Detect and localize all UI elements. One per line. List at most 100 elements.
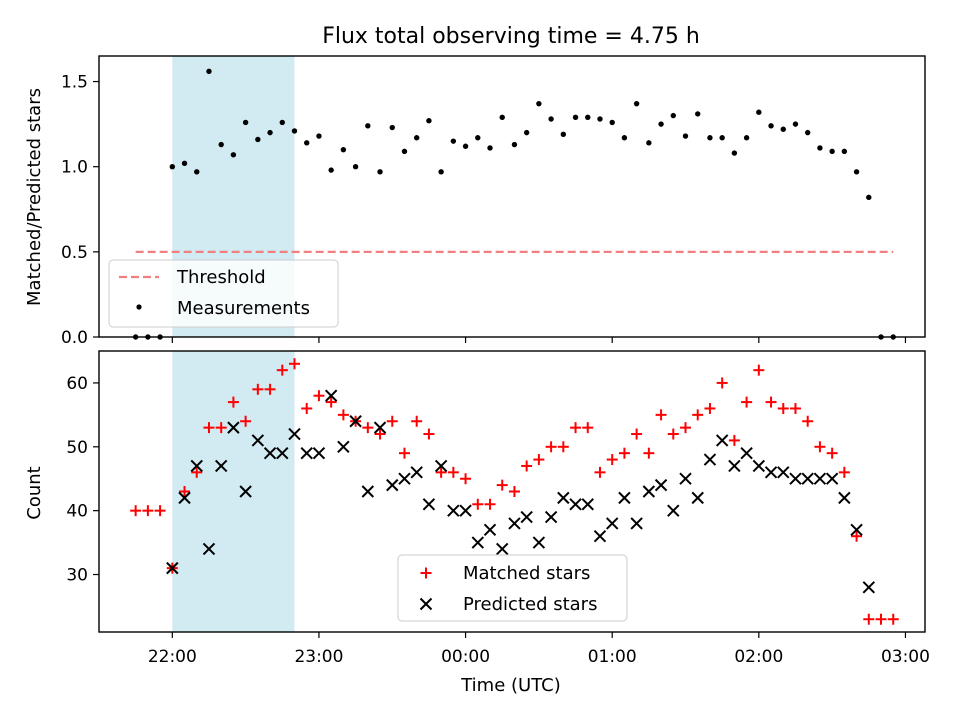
measurement-point xyxy=(731,150,738,156)
predicted-star-point xyxy=(569,498,582,511)
matched-star-point xyxy=(875,613,887,625)
predicted-star-point-b xyxy=(752,459,766,473)
x-tick-label: 22:00 xyxy=(148,647,197,667)
predicted-star-point xyxy=(667,504,680,517)
measurement-point xyxy=(328,167,334,173)
legend-measurements-label: Measurements xyxy=(177,298,310,319)
predicted-star-point-b xyxy=(214,459,228,473)
predicted-star-point xyxy=(764,466,778,479)
predicted-star-point xyxy=(825,472,839,485)
x-tick-label: 02:00 xyxy=(734,647,783,667)
predicted-star-point xyxy=(166,561,179,575)
matched-star-point xyxy=(680,422,692,434)
predicted-star-point xyxy=(679,472,692,485)
predicted-star-point-b xyxy=(190,459,203,473)
matched-star-point xyxy=(325,396,337,408)
predicted-star-point-b xyxy=(777,466,790,479)
matched-star-point xyxy=(435,466,447,478)
measurement-point xyxy=(267,129,273,136)
measurement-point xyxy=(817,145,823,151)
matched-star-point xyxy=(447,466,459,478)
predicted-star-point xyxy=(605,517,619,530)
predicted-star-point-b xyxy=(654,478,668,492)
measurement-point xyxy=(597,116,603,122)
matched-star-point xyxy=(301,402,313,414)
predicted-star-point-b xyxy=(459,504,472,517)
x-tick-label: 03:00 xyxy=(881,647,930,667)
predicted-star-point-b xyxy=(740,446,753,460)
matched-star-point xyxy=(582,422,594,434)
predicted-star-point-b xyxy=(520,510,533,524)
measurement-point xyxy=(377,169,383,175)
matched-star-point xyxy=(728,434,740,446)
predicted-star-point xyxy=(227,421,240,434)
chart-title: Flux total observing time = 4.75 h xyxy=(322,24,700,49)
measurement-point xyxy=(572,114,579,121)
legend-threshold-label: Threshold xyxy=(176,267,266,288)
predicted-star-point xyxy=(593,529,607,543)
predicted-star-point xyxy=(630,517,643,530)
bottom-y-tick-label: 40 xyxy=(66,502,88,522)
measurement-point xyxy=(670,112,676,119)
legend-matched-label: Matched stars xyxy=(463,563,590,584)
matched-star-point xyxy=(631,428,643,440)
predicted-star-point xyxy=(239,485,252,498)
matched-star-point xyxy=(179,486,191,497)
measurement-point xyxy=(658,121,664,127)
measurements-layer xyxy=(132,68,896,340)
predicted-star-point xyxy=(251,434,265,447)
predicted-star-point-b xyxy=(605,517,619,530)
matched-star-point xyxy=(777,402,789,414)
predicted-star-point xyxy=(654,478,668,492)
matched-star-point xyxy=(655,409,667,421)
predicted-star-point xyxy=(496,542,509,556)
predicted-star-point-b xyxy=(557,491,570,505)
predicted-star-point xyxy=(434,459,448,473)
measurement-point xyxy=(609,119,615,126)
matched-star-point xyxy=(557,441,569,453)
predicted-star-point-b xyxy=(373,421,387,434)
predicted-star-point-b xyxy=(850,523,863,537)
matched-star-point xyxy=(716,377,728,389)
predicted-star-point xyxy=(337,440,350,454)
measurement-point xyxy=(413,135,420,141)
measurement-point xyxy=(316,133,322,139)
measurement-point xyxy=(340,146,347,153)
measurement-point xyxy=(242,119,249,126)
measurement-point xyxy=(682,133,689,139)
predicted-star-point-b xyxy=(728,459,741,473)
bottom-legend: Matched stars Predicted stars xyxy=(397,554,628,622)
measurement-point xyxy=(743,135,750,141)
predicted-star-point-b xyxy=(642,485,656,498)
measurement-point xyxy=(401,148,408,155)
measurement-point xyxy=(279,119,285,126)
predicted-star-point-b xyxy=(410,466,423,479)
matched-star-point xyxy=(423,428,435,440)
predicted-star-point xyxy=(483,523,497,537)
matched-star-point xyxy=(264,383,276,395)
predicted-star-point-b xyxy=(312,446,326,460)
measurement-point xyxy=(438,169,444,175)
predicted-star-point-b xyxy=(288,427,301,441)
matched-star-point xyxy=(667,428,679,440)
measurement-point xyxy=(829,148,835,155)
predicted-star-point-b xyxy=(813,472,827,485)
bottom-observing-span xyxy=(172,351,295,632)
top-x-axis xyxy=(171,337,907,343)
measurement-point xyxy=(352,163,359,170)
predicted-star-point xyxy=(581,498,594,511)
legend-matched-swatch xyxy=(420,567,432,579)
predicted-star-point xyxy=(752,459,766,473)
x-tick-label: 01:00 xyxy=(588,647,637,667)
top-y-tick-label: 1.5 xyxy=(61,73,88,93)
matched-star-point xyxy=(533,454,545,466)
predicted-star-point-b xyxy=(263,446,277,460)
matched-star-point xyxy=(741,396,753,408)
matched-star-point xyxy=(704,402,716,414)
matched-star-point xyxy=(191,466,203,478)
matched-star-point xyxy=(887,613,899,625)
predicted-star-point xyxy=(520,510,533,524)
measurement-point xyxy=(206,68,212,75)
predicted-star-point xyxy=(349,415,362,428)
predicted-star-point-b xyxy=(789,472,802,485)
